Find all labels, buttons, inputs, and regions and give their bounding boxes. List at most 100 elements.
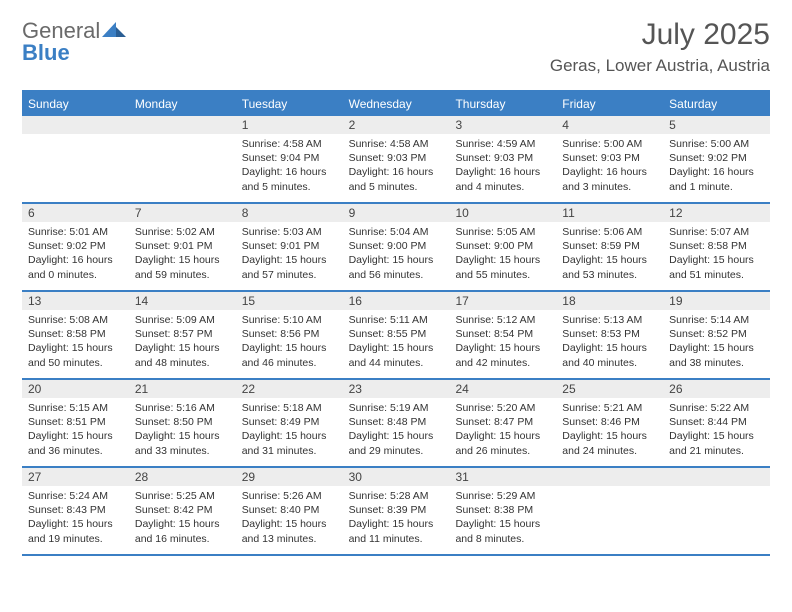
daylight-text: Daylight: 15 hours — [669, 429, 764, 443]
day-cell: 2Sunrise: 4:58 AMSunset: 9:03 PMDaylight… — [343, 116, 450, 202]
sunset-text: Sunset: 8:57 PM — [135, 327, 230, 341]
day-number: 31 — [449, 468, 556, 486]
sunset-text: Sunset: 8:39 PM — [349, 503, 444, 517]
sunset-text: Sunset: 9:01 PM — [135, 239, 230, 253]
day-details: Sunrise: 5:00 AMSunset: 9:03 PMDaylight:… — [556, 134, 663, 200]
daylight-text: Daylight: 15 hours — [135, 341, 230, 355]
daylight-text-2: and 21 minutes. — [669, 444, 764, 458]
day-cell: 17Sunrise: 5:12 AMSunset: 8:54 PMDayligh… — [449, 292, 556, 378]
day-cell: 20Sunrise: 5:15 AMSunset: 8:51 PMDayligh… — [22, 380, 129, 466]
day-number — [663, 468, 770, 486]
day-details: Sunrise: 5:06 AMSunset: 8:59 PMDaylight:… — [556, 222, 663, 288]
sunset-text: Sunset: 9:00 PM — [349, 239, 444, 253]
sunset-text: Sunset: 8:54 PM — [455, 327, 550, 341]
daylight-text-2: and 0 minutes. — [28, 268, 123, 282]
daylight-text: Daylight: 15 hours — [562, 429, 657, 443]
day-number: 9 — [343, 204, 450, 222]
sunset-text: Sunset: 8:55 PM — [349, 327, 444, 341]
day-cell: 3Sunrise: 4:59 AMSunset: 9:03 PMDaylight… — [449, 116, 556, 202]
daylight-text-2: and 24 minutes. — [562, 444, 657, 458]
day-number: 24 — [449, 380, 556, 398]
sunrise-text: Sunrise: 5:00 AM — [669, 137, 764, 151]
day-details: Sunrise: 5:13 AMSunset: 8:53 PMDaylight:… — [556, 310, 663, 376]
sunrise-text: Sunrise: 5:04 AM — [349, 225, 444, 239]
day-cell: 19Sunrise: 5:14 AMSunset: 8:52 PMDayligh… — [663, 292, 770, 378]
day-details: Sunrise: 5:00 AMSunset: 9:02 PMDaylight:… — [663, 134, 770, 200]
day-details: Sunrise: 5:25 AMSunset: 8:42 PMDaylight:… — [129, 486, 236, 552]
daylight-text: Daylight: 15 hours — [135, 517, 230, 531]
daylight-text: Daylight: 15 hours — [28, 429, 123, 443]
day-cell — [556, 468, 663, 554]
week-row: 20Sunrise: 5:15 AMSunset: 8:51 PMDayligh… — [22, 380, 770, 468]
daylight-text: Daylight: 15 hours — [135, 429, 230, 443]
day-details: Sunrise: 4:59 AMSunset: 9:03 PMDaylight:… — [449, 134, 556, 200]
day-cell: 11Sunrise: 5:06 AMSunset: 8:59 PMDayligh… — [556, 204, 663, 290]
sunrise-text: Sunrise: 5:07 AM — [669, 225, 764, 239]
daylight-text-2: and 31 minutes. — [242, 444, 337, 458]
day-cell: 4Sunrise: 5:00 AMSunset: 9:03 PMDaylight… — [556, 116, 663, 202]
day-cell: 31Sunrise: 5:29 AMSunset: 8:38 PMDayligh… — [449, 468, 556, 554]
daylight-text-2: and 19 minutes. — [28, 532, 123, 546]
sunrise-text: Sunrise: 5:00 AM — [562, 137, 657, 151]
daylight-text: Daylight: 16 hours — [349, 165, 444, 179]
daylight-text-2: and 11 minutes. — [349, 532, 444, 546]
day-cell: 25Sunrise: 5:21 AMSunset: 8:46 PMDayligh… — [556, 380, 663, 466]
daylight-text: Daylight: 15 hours — [349, 253, 444, 267]
day-number: 19 — [663, 292, 770, 310]
daylight-text-2: and 55 minutes. — [455, 268, 550, 282]
day-cell: 26Sunrise: 5:22 AMSunset: 8:44 PMDayligh… — [663, 380, 770, 466]
sunset-text: Sunset: 9:00 PM — [455, 239, 550, 253]
day-number: 6 — [22, 204, 129, 222]
day-cell: 28Sunrise: 5:25 AMSunset: 8:42 PMDayligh… — [129, 468, 236, 554]
daylight-text-2: and 29 minutes. — [349, 444, 444, 458]
sunset-text: Sunset: 9:04 PM — [242, 151, 337, 165]
daylight-text-2: and 36 minutes. — [28, 444, 123, 458]
day-header: Saturday — [663, 92, 770, 116]
day-number: 14 — [129, 292, 236, 310]
sunrise-text: Sunrise: 4:58 AM — [349, 137, 444, 151]
day-number: 8 — [236, 204, 343, 222]
day-number: 2 — [343, 116, 450, 134]
week-row: 13Sunrise: 5:08 AMSunset: 8:58 PMDayligh… — [22, 292, 770, 380]
logo-text-blue: Blue — [22, 40, 70, 65]
day-details: Sunrise: 5:03 AMSunset: 9:01 PMDaylight:… — [236, 222, 343, 288]
day-cell: 27Sunrise: 5:24 AMSunset: 8:43 PMDayligh… — [22, 468, 129, 554]
sunrise-text: Sunrise: 5:19 AM — [349, 401, 444, 415]
day-cell: 9Sunrise: 5:04 AMSunset: 9:00 PMDaylight… — [343, 204, 450, 290]
day-details: Sunrise: 4:58 AMSunset: 9:03 PMDaylight:… — [343, 134, 450, 200]
daylight-text-2: and 8 minutes. — [455, 532, 550, 546]
day-details: Sunrise: 5:16 AMSunset: 8:50 PMDaylight:… — [129, 398, 236, 464]
day-number: 12 — [663, 204, 770, 222]
sunrise-text: Sunrise: 5:16 AM — [135, 401, 230, 415]
sunset-text: Sunset: 9:03 PM — [562, 151, 657, 165]
daylight-text: Daylight: 15 hours — [242, 429, 337, 443]
sunset-text: Sunset: 8:44 PM — [669, 415, 764, 429]
daylight-text: Daylight: 15 hours — [455, 341, 550, 355]
daylight-text-2: and 42 minutes. — [455, 356, 550, 370]
day-details: Sunrise: 5:09 AMSunset: 8:57 PMDaylight:… — [129, 310, 236, 376]
day-cell: 22Sunrise: 5:18 AMSunset: 8:49 PMDayligh… — [236, 380, 343, 466]
day-details: Sunrise: 5:04 AMSunset: 9:00 PMDaylight:… — [343, 222, 450, 288]
day-details: Sunrise: 4:58 AMSunset: 9:04 PMDaylight:… — [236, 134, 343, 200]
day-number: 25 — [556, 380, 663, 398]
daylight-text: Daylight: 15 hours — [242, 341, 337, 355]
daylight-text: Daylight: 15 hours — [455, 253, 550, 267]
sunset-text: Sunset: 8:42 PM — [135, 503, 230, 517]
sunset-text: Sunset: 8:43 PM — [28, 503, 123, 517]
sunrise-text: Sunrise: 5:09 AM — [135, 313, 230, 327]
daylight-text-2: and 33 minutes. — [135, 444, 230, 458]
daylight-text: Daylight: 15 hours — [669, 341, 764, 355]
day-details: Sunrise: 5:21 AMSunset: 8:46 PMDaylight:… — [556, 398, 663, 464]
day-details: Sunrise: 5:18 AMSunset: 8:49 PMDaylight:… — [236, 398, 343, 464]
day-number — [129, 116, 236, 134]
daylight-text: Daylight: 16 hours — [28, 253, 123, 267]
daylight-text: Daylight: 15 hours — [562, 341, 657, 355]
sunrise-text: Sunrise: 5:28 AM — [349, 489, 444, 503]
daylight-text-2: and 16 minutes. — [135, 532, 230, 546]
sunrise-text: Sunrise: 5:29 AM — [455, 489, 550, 503]
sunrise-text: Sunrise: 5:14 AM — [669, 313, 764, 327]
sunrise-text: Sunrise: 5:13 AM — [562, 313, 657, 327]
sunrise-text: Sunrise: 5:08 AM — [28, 313, 123, 327]
day-header: Monday — [129, 92, 236, 116]
sunset-text: Sunset: 9:02 PM — [28, 239, 123, 253]
